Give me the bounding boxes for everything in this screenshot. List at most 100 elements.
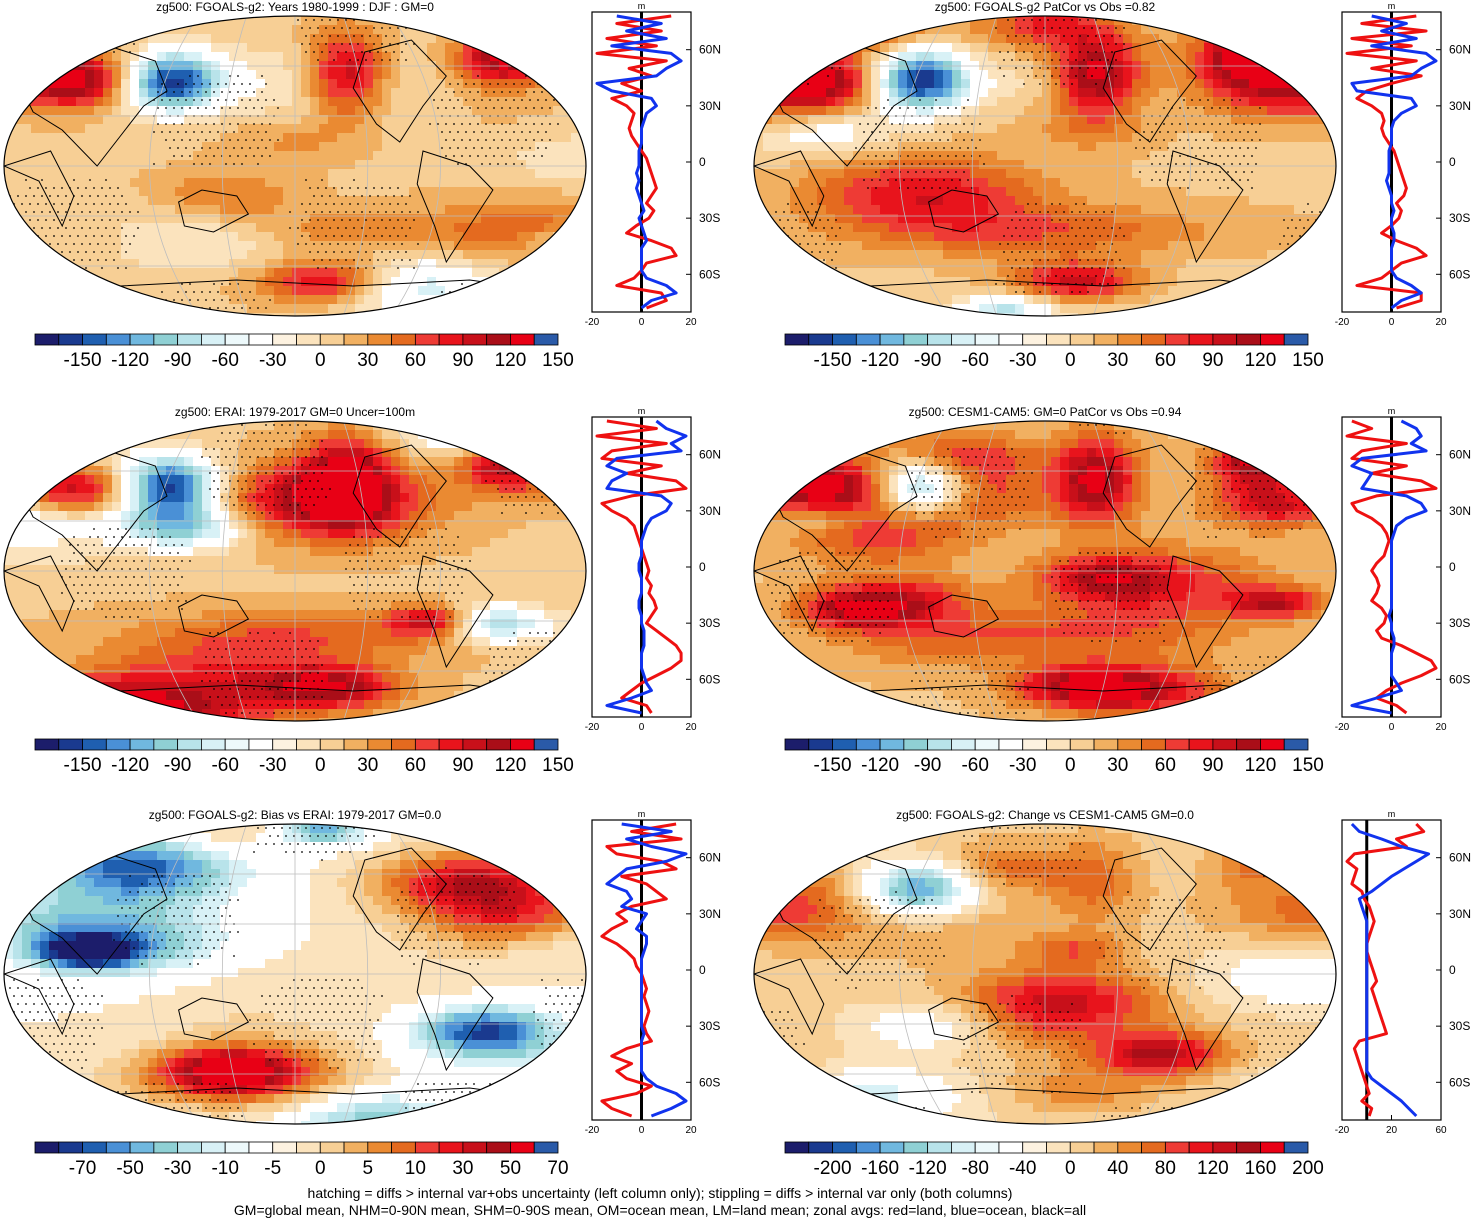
colorbar-box xyxy=(534,739,558,750)
colorbar-box xyxy=(1284,334,1308,345)
profile-ytick-label: 0 xyxy=(1449,155,1456,169)
colorbar-tick-label: 10 xyxy=(405,1158,426,1179)
colorbar-box xyxy=(880,1142,904,1153)
colorbar-box xyxy=(1118,1142,1142,1153)
colorbar-tick-label: 60 xyxy=(1155,350,1176,371)
profile-xtick-label: -20 xyxy=(1335,1125,1350,1136)
colorbar-box xyxy=(320,334,344,345)
colorbar-box xyxy=(178,334,202,345)
colorbar-tick-label: 0 xyxy=(1065,755,1076,776)
profile-ytick-label: 0 xyxy=(699,560,706,574)
colorbar-box xyxy=(154,739,178,750)
map-field xyxy=(754,421,1340,728)
colorbar-box xyxy=(785,739,809,750)
profile-xtick-label: 20 xyxy=(1386,1125,1398,1136)
profile-ytick-label: 0 xyxy=(1449,963,1456,977)
map-field xyxy=(754,824,1340,1131)
colorbar-box xyxy=(439,1142,463,1153)
colorbar-box xyxy=(487,739,511,750)
colorbar-box xyxy=(1260,334,1284,345)
colorbar-box xyxy=(35,739,59,750)
colorbar-tick-label: -30 xyxy=(259,755,286,776)
profile-ytick-label: 30S xyxy=(1449,616,1470,630)
colorbar-tick-label: -30 xyxy=(1009,350,1036,371)
colorbar-box xyxy=(833,1142,857,1153)
colorbar-box xyxy=(975,1142,999,1153)
colorbar-box xyxy=(178,1142,202,1153)
colorbar-tick-label: 90 xyxy=(452,350,473,371)
profile-ytick-label: 30S xyxy=(699,211,720,225)
colorbar-tick-label: 40 xyxy=(1107,1158,1128,1179)
profile-ytick-label: 30N xyxy=(699,99,721,113)
colorbar-tick-label: -60 xyxy=(961,755,988,776)
colorbar-box xyxy=(809,1142,833,1153)
colorbar-tick-label: 60 xyxy=(405,755,426,776)
colorbar-tick-label: -200 xyxy=(814,1158,852,1179)
colorbar-tick-label: -30 xyxy=(259,350,286,371)
colorbar-tick-label: -150 xyxy=(814,755,852,776)
colorbar-box xyxy=(344,334,368,345)
colorbar-box xyxy=(1237,1142,1261,1153)
profile-line-ocean xyxy=(597,16,681,308)
colorbar-tick-label: -150 xyxy=(814,350,852,371)
profile-xtick-label: 20 xyxy=(685,317,697,328)
colorbar-box xyxy=(83,334,107,345)
colorbar-tick-label: 30 xyxy=(357,755,378,776)
colorbar-tick-label: 90 xyxy=(1202,350,1223,371)
colorbar-box xyxy=(1165,1142,1189,1153)
colorbar-tick-label: 70 xyxy=(547,1158,568,1179)
colorbar-box xyxy=(1047,334,1071,345)
colorbar-box xyxy=(59,334,83,345)
colorbar-box xyxy=(1047,1142,1071,1153)
colorbar-box xyxy=(273,334,297,345)
colorbar-tick-label: -90 xyxy=(914,350,941,371)
colorbar-tick-label: 90 xyxy=(1202,755,1223,776)
colorbar-box xyxy=(1094,1142,1118,1153)
colorbar-box xyxy=(106,739,130,750)
colorbar-box xyxy=(297,334,321,345)
colorbar-tick-label: 0 xyxy=(315,350,326,371)
profile-xtick-label: -20 xyxy=(1335,317,1350,328)
colorbar-box xyxy=(59,1142,83,1153)
colorbar-tick-label: 120 xyxy=(1197,1158,1229,1179)
colorbar-tick-label: 150 xyxy=(1292,350,1324,371)
colorbar-box xyxy=(928,739,952,750)
colorbar-box xyxy=(249,739,273,750)
colorbar-tick-label: -120 xyxy=(909,1158,947,1179)
colorbar-tick-label: -120 xyxy=(861,755,899,776)
colorbar-tick-label: 80 xyxy=(1155,1158,1176,1179)
colorbar-tick-label: -40 xyxy=(1009,1158,1036,1179)
profile-ytick-label: 60N xyxy=(1449,851,1471,865)
colorbar-box xyxy=(1070,739,1094,750)
profile-xtick-label: 20 xyxy=(685,1125,697,1136)
panel-2: zg500: ERAI: 1979-2017 GM=0 Uncer=100m-1… xyxy=(0,405,740,790)
colorbar-box xyxy=(999,334,1023,345)
colorbar-box xyxy=(1023,739,1047,750)
colorbar-box xyxy=(904,1142,928,1153)
profile-xtick-label: -20 xyxy=(585,317,600,328)
profile-ytick-label: 60N xyxy=(699,448,721,462)
colorbar-tick-label: 5 xyxy=(363,1158,374,1179)
colorbar-tick-label: 0 xyxy=(315,755,326,776)
profile-xtick-label: -20 xyxy=(585,722,600,733)
colorbar-box xyxy=(130,334,154,345)
colorbar-tick-label: -120 xyxy=(111,755,149,776)
colorbar-box xyxy=(1213,1142,1237,1153)
colorbar-box xyxy=(392,1142,416,1153)
profile-xtick-label: 20 xyxy=(685,722,697,733)
colorbar-tick-label: 50 xyxy=(500,1158,521,1179)
colorbar-box xyxy=(833,334,857,345)
profile-xtick-label: 0 xyxy=(639,317,645,328)
profile-xtick-label: 20 xyxy=(1435,722,1447,733)
footer-legend-note: GM=global mean, NHM=0-90N mean, SHM=0-90… xyxy=(0,1202,1320,1218)
colorbar-tick-label: -120 xyxy=(861,350,899,371)
colorbar-box xyxy=(415,739,439,750)
colorbar-box xyxy=(1070,1142,1094,1153)
colorbar-box xyxy=(1142,334,1166,345)
colorbar-box xyxy=(856,1142,880,1153)
colorbar-box xyxy=(951,1142,975,1153)
profile-ytick-label: 30N xyxy=(1449,504,1471,518)
